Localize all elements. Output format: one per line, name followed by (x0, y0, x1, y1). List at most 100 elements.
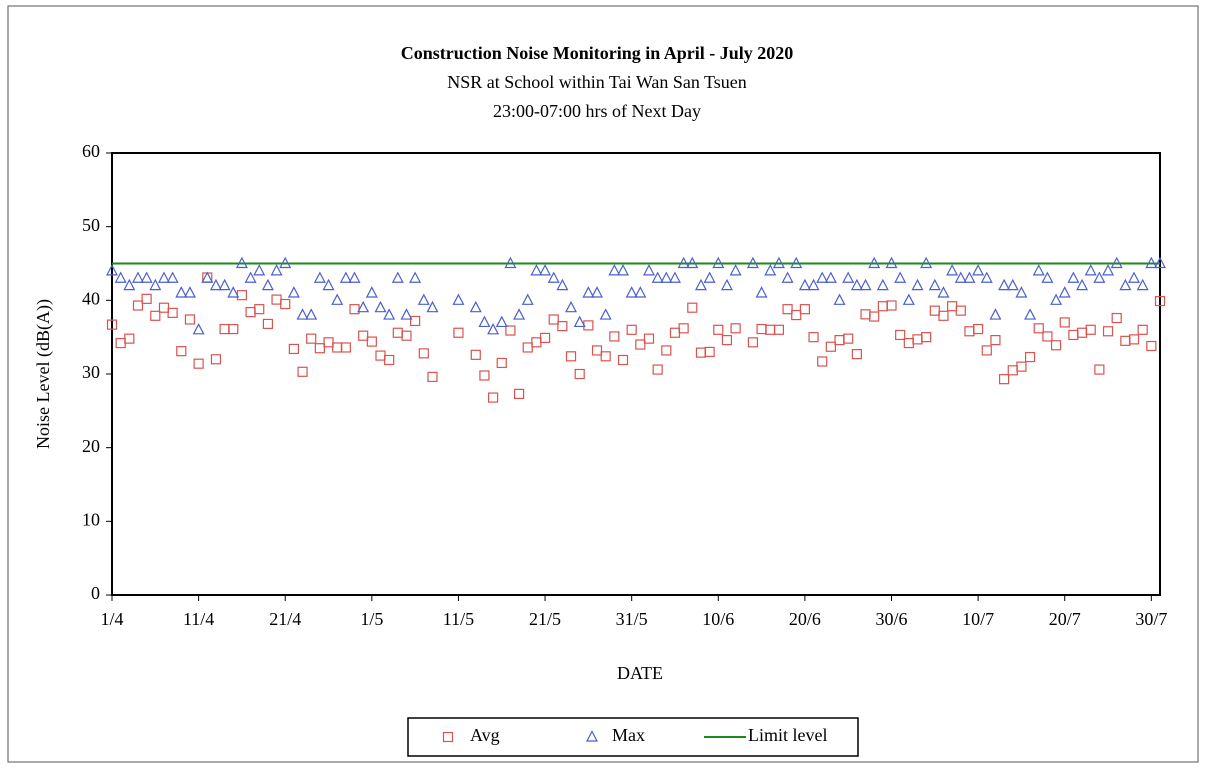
avg-marker (773, 324, 785, 335)
max-marker (625, 286, 638, 298)
max-marker (651, 271, 664, 283)
max-marker (374, 300, 387, 313)
max-marker (885, 256, 898, 269)
max-marker (1032, 264, 1045, 276)
legend-marker (442, 731, 454, 743)
plot-area (111, 152, 1161, 596)
max-marker (1084, 264, 1097, 276)
max-marker (1050, 293, 1063, 305)
avg-marker (366, 336, 377, 347)
x-tick-label: 11/4 (183, 609, 214, 629)
max-marker (703, 271, 716, 283)
legend-label: Max (612, 725, 645, 745)
max-marker (634, 286, 647, 298)
max-marker (1128, 271, 1141, 283)
max-marker (1154, 256, 1166, 269)
avg-marker (306, 333, 317, 344)
avg-marker (1111, 312, 1122, 324)
max-marker (400, 308, 413, 320)
avg-marker (522, 342, 533, 353)
max-marker (287, 286, 300, 298)
max-marker (235, 256, 248, 269)
max-marker (876, 278, 889, 291)
avg-marker (929, 305, 940, 316)
max-marker (296, 308, 309, 320)
avg-marker (643, 333, 655, 344)
avg-marker (496, 357, 507, 369)
avg-marker (1102, 326, 1114, 337)
max-marker (928, 278, 941, 291)
max-marker (478, 315, 491, 328)
max-marker (253, 264, 266, 276)
max-marker (106, 264, 118, 276)
max-marker (469, 300, 482, 313)
avg-marker (410, 315, 421, 327)
max-marker (339, 271, 352, 283)
max-marker (729, 264, 742, 276)
avg-marker (609, 331, 620, 342)
avg-marker (297, 366, 308, 377)
max-marker (816, 271, 829, 283)
max-marker (573, 315, 586, 328)
avg-marker (825, 341, 836, 352)
avg-marker (998, 374, 1010, 385)
y-tick-label: 40 (82, 288, 100, 308)
max-marker (755, 286, 768, 298)
x-tick-label: 21/4 (269, 609, 301, 629)
max-marker (1006, 278, 1019, 291)
avg-marker (617, 354, 629, 366)
max-marker (417, 293, 430, 305)
max-marker (149, 278, 162, 291)
max-marker (565, 300, 578, 313)
max-marker (513, 308, 526, 320)
avg-marker (791, 309, 802, 321)
max-marker (668, 271, 681, 283)
avg-marker (124, 333, 135, 344)
avg-marker (843, 333, 854, 344)
avg-marker (427, 371, 438, 383)
avg-marker (141, 293, 152, 304)
max-marker (902, 293, 915, 305)
max-marker (599, 308, 612, 320)
max-marker (1093, 271, 1106, 283)
avg-marker (591, 345, 603, 356)
avg-marker (262, 318, 274, 330)
x-tick-label: 30/6 (875, 609, 907, 629)
avg-marker (340, 342, 351, 353)
max-marker (807, 278, 820, 291)
avg-marker (938, 310, 949, 321)
avg-marker (167, 307, 178, 318)
avg-marker (193, 358, 204, 369)
avg-marker (184, 314, 196, 325)
max-marker (582, 286, 595, 298)
avg-marker (453, 327, 464, 338)
max-marker (1119, 278, 1132, 291)
max-marker (348, 271, 361, 283)
y-axis-label: Noise Level (dB(A)) (33, 299, 54, 449)
avg-marker (747, 337, 759, 348)
avg-marker (323, 337, 334, 348)
legend-label: Avg (470, 725, 500, 745)
max-marker (798, 278, 811, 291)
y-tick-label: 10 (82, 509, 100, 529)
max-marker (781, 271, 794, 283)
max-marker (911, 278, 924, 291)
avg-marker (652, 364, 663, 375)
max-marker (1015, 286, 1028, 298)
max-marker (452, 293, 465, 305)
avg-marker (721, 335, 733, 346)
chart-subtitle: NSR at School within Tai Wan San Tsuen (447, 72, 747, 92)
avg-marker (687, 302, 698, 313)
max-marker (227, 286, 240, 298)
max-marker (850, 278, 863, 291)
x-tick-label: 10/7 (962, 609, 994, 629)
avg-marker (513, 388, 525, 399)
max-marker (209, 278, 222, 291)
avg-marker (418, 348, 429, 359)
legend-marker (586, 730, 598, 742)
max-marker (426, 300, 439, 313)
max-marker (833, 293, 846, 305)
max-marker (1145, 256, 1158, 269)
max-marker (824, 271, 837, 283)
max-marker (842, 271, 855, 283)
